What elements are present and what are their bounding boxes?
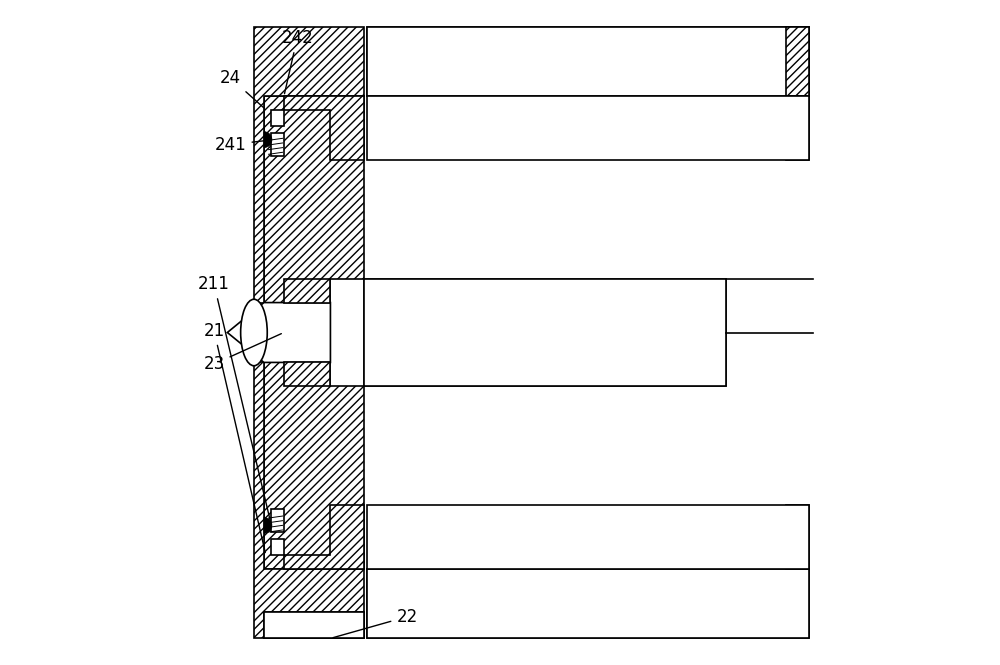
Bar [367,96,809,160]
Bar [367,27,809,96]
Bar [367,569,809,638]
Bar [271,133,284,156]
Bar [264,612,364,638]
Bar [367,505,809,569]
Bar [264,612,364,638]
Wedge shape [264,132,272,148]
Wedge shape [264,517,272,533]
Ellipse shape [241,299,267,366]
Polygon shape [227,303,330,362]
Bar [364,279,726,386]
Bar [367,27,809,96]
Text: 22: 22 [333,608,418,638]
Bar [271,110,284,126]
Bar [786,27,809,96]
Polygon shape [284,362,330,386]
Bar [271,539,284,555]
Polygon shape [284,96,364,160]
Text: 24: 24 [220,69,264,108]
Text: 211: 211 [198,275,270,519]
Bar [786,96,809,160]
Bar [364,279,726,386]
Text: 242: 242 [281,29,313,94]
Bar [271,509,284,532]
Text: 241: 241 [215,136,271,154]
Text: 23: 23 [203,334,281,373]
Text: 21: 21 [203,322,265,553]
Bar [367,569,809,638]
Bar [786,505,809,569]
Polygon shape [264,362,364,569]
Polygon shape [254,27,364,303]
Polygon shape [254,362,364,638]
Polygon shape [264,96,364,303]
Polygon shape [284,505,364,569]
Polygon shape [284,279,330,303]
